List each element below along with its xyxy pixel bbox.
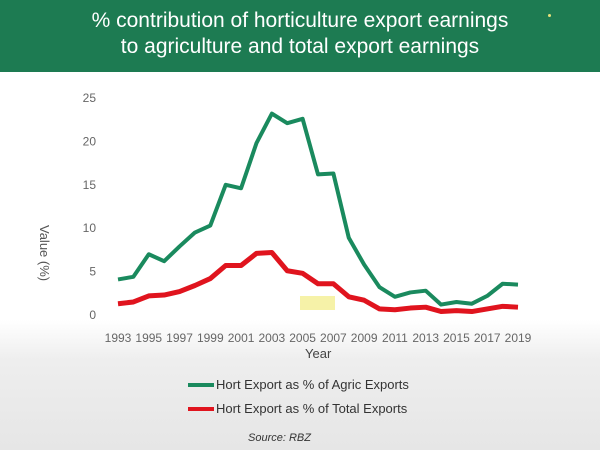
x-tick-label: 2003 [258, 331, 285, 345]
x-axis-label: Year [305, 346, 332, 361]
legend-item-agric: Hort Export as % of Agric Exports [188, 377, 409, 392]
x-tick-label: 1993 [105, 331, 132, 345]
decorative-dot [548, 14, 551, 17]
x-tick-label: 1999 [197, 331, 224, 345]
legend-swatch [188, 406, 214, 411]
x-tick-label: 2001 [228, 331, 255, 345]
y-tick-label: 0 [89, 308, 96, 322]
y-axis-label: Value (%) [37, 225, 52, 282]
x-tick-label: 1997 [166, 331, 193, 345]
x-tick-label: 2007 [320, 331, 347, 345]
y-tick-label: 15 [83, 178, 97, 192]
y-tick-label: 10 [83, 221, 97, 235]
legend-swatch [188, 382, 214, 387]
y-tick-label: 25 [83, 91, 97, 105]
legend-label: Hort Export as % of Agric Exports [216, 377, 409, 392]
x-tick-label: 1995 [135, 331, 162, 345]
series-line-agric [117, 111, 519, 307]
chart-title: % contribution of horticulture export ea… [91, 9, 509, 32]
title-banner: % contribution of horticulture export ea… [0, 0, 600, 72]
y-tick-label: 5 [89, 265, 96, 279]
x-tick-label: 2011 [382, 331, 408, 345]
chart-title-line2: to agriculture and total export earnings [120, 35, 480, 58]
x-tick-label: 2009 [351, 331, 378, 345]
x-tick-label: 2019 [505, 331, 532, 345]
x-tick-label: 2005 [289, 331, 316, 345]
x-tick-label: 2013 [412, 331, 439, 345]
source-note: Source: RBZ [248, 432, 311, 444]
x-tick-label: 2015 [443, 331, 470, 345]
legend-label: Hort Export as % of Total Exports [216, 401, 408, 416]
highlight-mark [300, 296, 335, 310]
x-tick-label: 2017 [474, 331, 501, 345]
legend-item-total: Hort Export as % of Total Exports [188, 401, 407, 416]
y-tick-label: 20 [83, 134, 97, 148]
